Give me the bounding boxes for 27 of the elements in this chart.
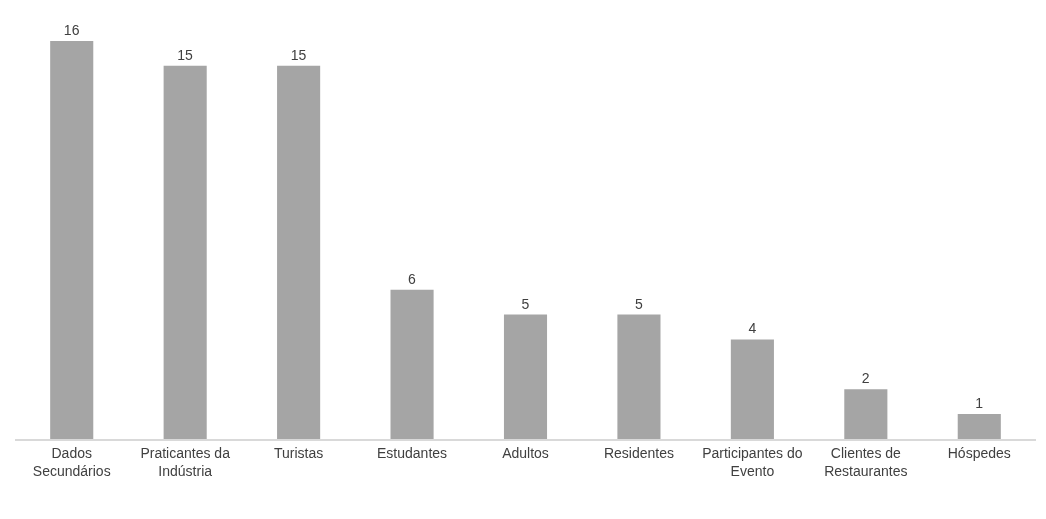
data-label: 15 bbox=[177, 46, 194, 63]
data-label: 6 bbox=[408, 270, 417, 287]
x-tick-label: Clientes de Restaurantes bbox=[824, 444, 908, 479]
x-tick-label: Praticantes da Indústria bbox=[140, 444, 231, 479]
bar bbox=[503, 314, 548, 439]
data-label: 16 bbox=[63, 21, 80, 38]
bar bbox=[844, 389, 888, 439]
x-tick-label: Turistas bbox=[273, 444, 324, 461]
bar bbox=[957, 414, 1001, 439]
x-tick-label: Residentes bbox=[603, 444, 674, 461]
x-tick-label: Adultos bbox=[502, 444, 549, 461]
bar bbox=[390, 289, 434, 439]
x-tick-label: Dados Secundários bbox=[32, 444, 111, 479]
x-tick-label: Estudantes bbox=[377, 444, 448, 461]
data-label: 1 bbox=[975, 395, 984, 412]
data-label: 5 bbox=[634, 295, 643, 312]
data-label: 15 bbox=[290, 46, 307, 63]
bar bbox=[163, 65, 207, 439]
data-label: 2 bbox=[861, 370, 870, 387]
data-label: 5 bbox=[521, 295, 530, 312]
bar bbox=[730, 339, 774, 439]
bar bbox=[277, 65, 321, 439]
bar bbox=[50, 40, 94, 439]
data-label: 4 bbox=[748, 320, 757, 337]
x-tick-label: Hóspedes bbox=[947, 444, 1011, 461]
x-tick-label: Participantes do Evento bbox=[702, 444, 803, 479]
bar bbox=[617, 314, 661, 439]
